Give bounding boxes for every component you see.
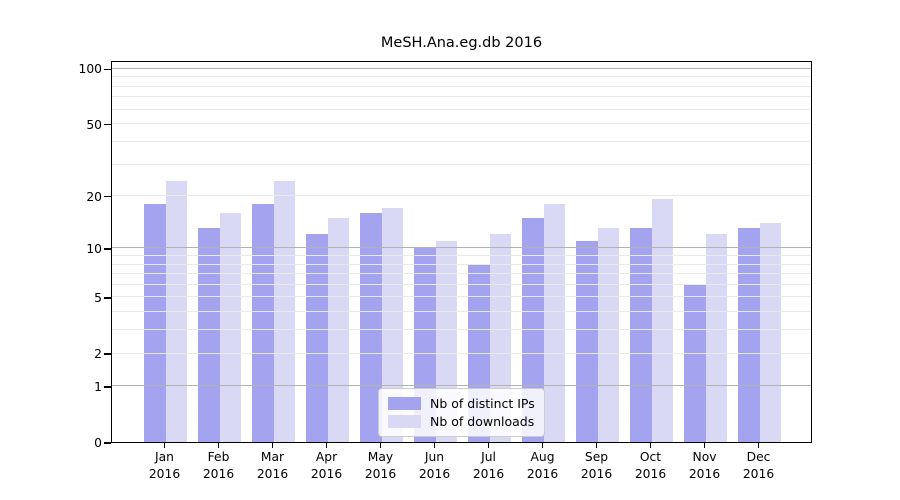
x-tick-label: Dec 2016 [742, 450, 775, 481]
y-tick-label: 2 [94, 347, 102, 362]
bar-downloads [219, 212, 241, 442]
bars-layer [112, 62, 811, 442]
x-tick-label: Oct 2016 [634, 450, 667, 481]
x-tick-mark [595, 443, 598, 448]
y-tick-mark [104, 297, 111, 299]
x-tick-mark [325, 443, 328, 448]
legend-item-distinct-ips: Nb of distinct IPs [388, 396, 535, 411]
plot-area [111, 61, 812, 443]
bar-downloads [273, 181, 295, 442]
bar-distinct-ips [144, 203, 166, 442]
bar-distinct-ips [738, 228, 760, 442]
bar-distinct-ips [576, 240, 598, 442]
bar-downloads [651, 199, 673, 442]
bar-distinct-ips [630, 228, 652, 442]
chart-title: MeSH.Ana.eg.db 2016 [380, 35, 543, 51]
x-tick-mark [757, 443, 760, 448]
bar-downloads [543, 203, 565, 442]
bar-downloads [705, 234, 727, 442]
x-tick-label: Jun 2016 [418, 450, 451, 481]
x-tick-mark [271, 443, 274, 448]
legend-label: Nb of downloads [430, 414, 535, 429]
bar-distinct-ips [306, 234, 328, 442]
y-tick-mark [104, 195, 111, 198]
y-tick-label: 1 [94, 379, 102, 394]
x-tick-mark [433, 443, 436, 448]
x-tick-label: Apr 2016 [310, 450, 343, 481]
y-tick-label: 0 [94, 436, 102, 450]
legend-swatch-distinct-ips [388, 397, 421, 410]
x-tick-label: Nov 2016 [688, 450, 721, 481]
y-tick-mark [104, 68, 111, 71]
y-tick-label: 10 [86, 241, 102, 256]
x-tick-label: Jan 2016 [148, 450, 181, 481]
bar-distinct-ips [252, 203, 274, 442]
x-tick-label: Jul 2016 [472, 450, 505, 481]
legend-item-downloads: Nb of downloads [388, 415, 534, 428]
x-tick-mark [217, 443, 220, 448]
y-tick-label: 100 [78, 62, 102, 77]
legend-label: Nb of distinct IPs [430, 396, 535, 411]
x-tick-label: Sep 2016 [580, 450, 613, 481]
x-tick-label: Aug 2016 [526, 450, 559, 481]
y-tick-mark [104, 248, 111, 250]
legend: Nb of distinct IPs Nb of downloads [378, 388, 545, 437]
y-tick-label: 50 [86, 117, 102, 132]
bar-downloads [597, 228, 619, 442]
x-tick-label: May 2016 [364, 450, 397, 481]
x-tick-mark [541, 443, 544, 448]
bar-downloads [381, 208, 403, 442]
y-tick-mark [104, 353, 111, 355]
y-tick-mark [104, 386, 111, 388]
x-tick-mark [649, 443, 652, 448]
legend-swatch-downloads [388, 415, 421, 428]
bar-distinct-ips [360, 212, 382, 442]
x-tick-label: Feb 2016 [202, 450, 235, 481]
y-tick-mark [104, 123, 111, 126]
x-tick-mark [379, 443, 382, 448]
bar-downloads [759, 222, 781, 442]
x-tick-mark [703, 443, 706, 448]
y-tick-label: 20 [86, 189, 102, 204]
x-tick-mark [163, 443, 166, 448]
bar-downloads [327, 217, 349, 442]
y-tick-label: 5 [94, 290, 102, 305]
bar-distinct-ips [684, 284, 706, 442]
x-tick-mark [487, 443, 490, 448]
bar-downloads [165, 181, 187, 442]
y-tick-mark [104, 442, 111, 444]
x-tick-label: Mar 2016 [256, 450, 289, 481]
bar-distinct-ips [198, 228, 220, 442]
